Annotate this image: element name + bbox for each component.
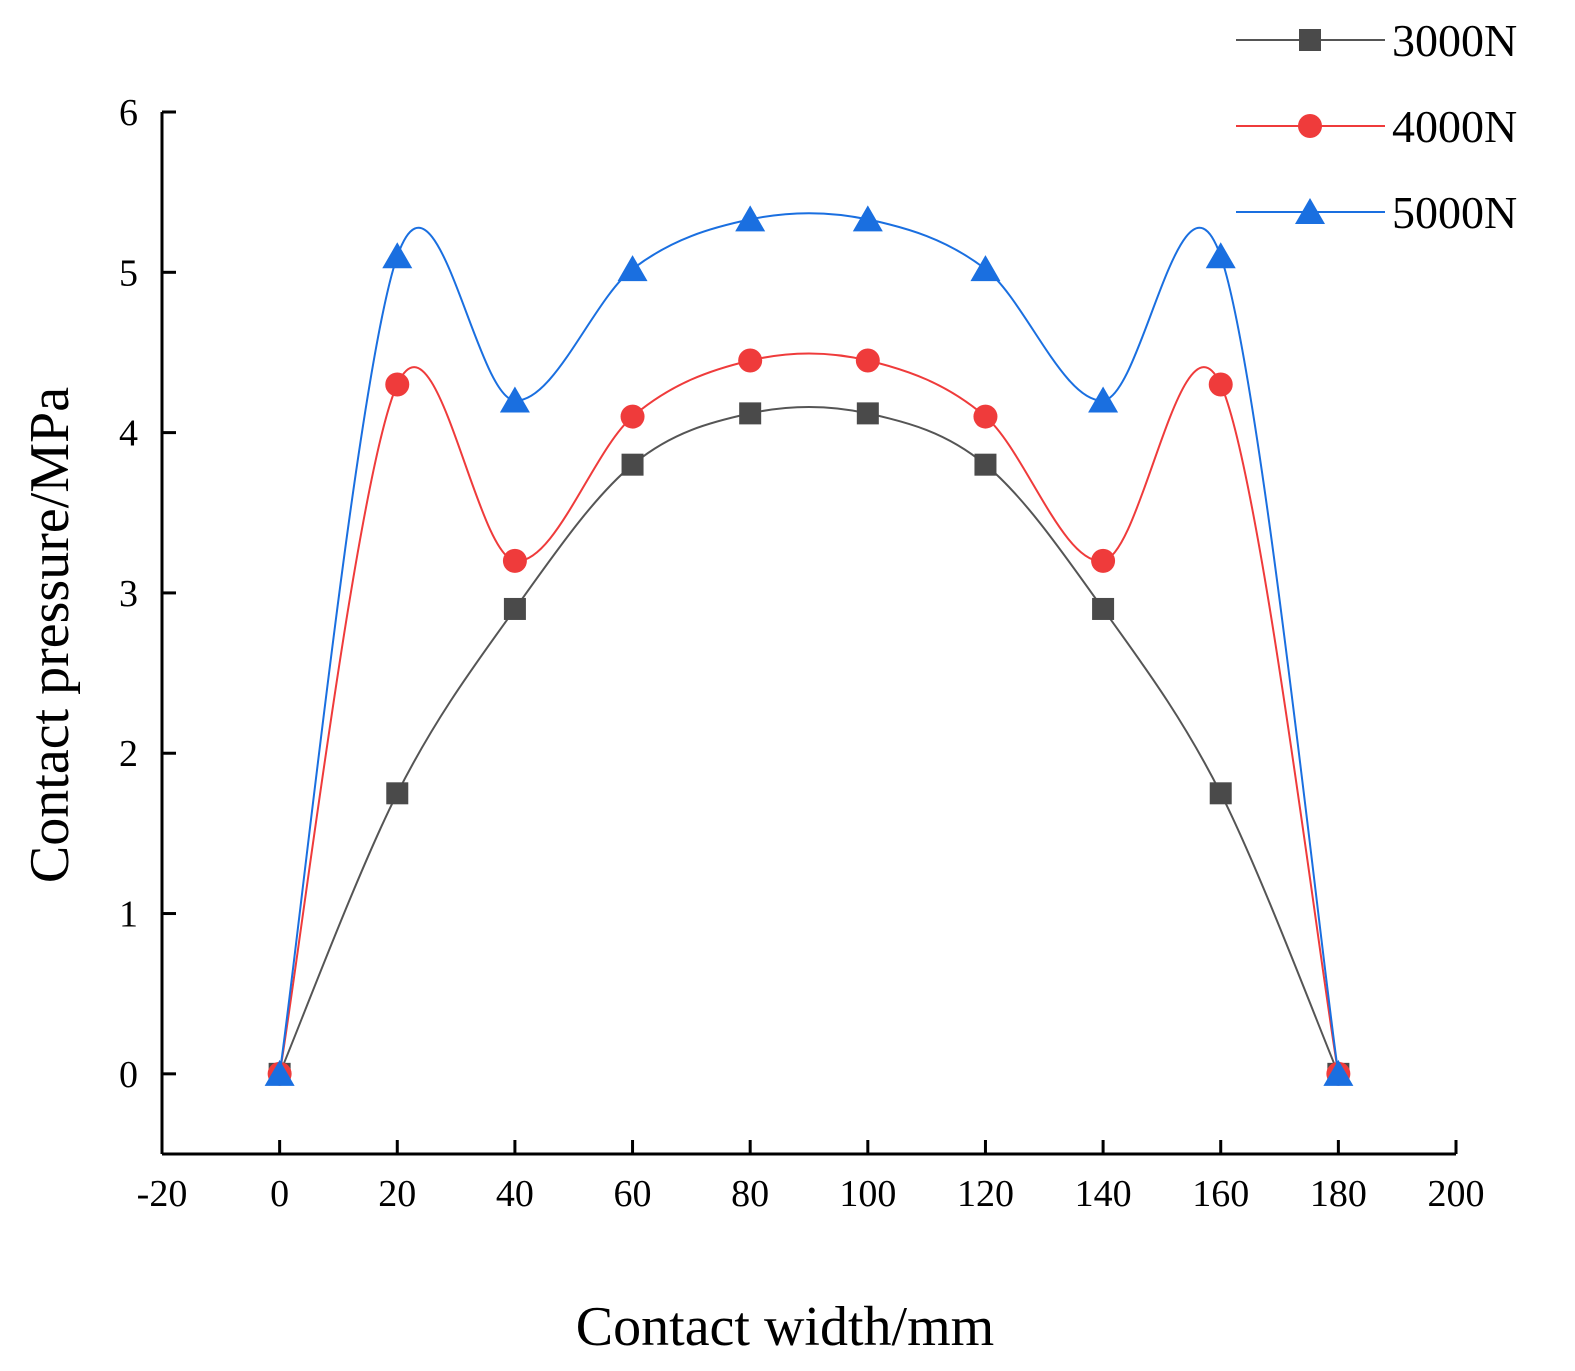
y-tick-label: 6 xyxy=(119,92,138,134)
x-tick-label: 160 xyxy=(1192,1173,1249,1215)
data-point-5000n xyxy=(1088,386,1119,413)
data-point-5000n xyxy=(264,1059,295,1086)
data-point-4000n xyxy=(738,348,763,373)
data-point-3000n xyxy=(974,453,997,476)
data-point-5000n xyxy=(1323,1059,1354,1086)
data-point-5000n xyxy=(499,386,530,413)
data-point-3000n xyxy=(1209,782,1232,805)
data-point-4000n xyxy=(855,348,880,373)
legend-label-5000n: 5000N xyxy=(1392,187,1517,238)
legend: 3000N 4000N 5000N xyxy=(1236,15,1517,238)
series-line-3000n xyxy=(278,406,1340,1075)
data-point-5000n xyxy=(735,205,766,232)
data-point-5000n xyxy=(970,255,1001,282)
x-axis-title: Contact width/mm xyxy=(576,1296,994,1358)
x-tick-label: 40 xyxy=(496,1173,534,1215)
y-tick-label: 2 xyxy=(119,733,138,775)
data-point-5000n xyxy=(382,242,413,269)
x-tick-label: 80 xyxy=(731,1173,769,1215)
data-point-3000n xyxy=(621,453,644,476)
legend-marker-3000n xyxy=(1299,29,1321,51)
data-point-5000n xyxy=(852,205,883,232)
plot-area xyxy=(264,205,1354,1086)
y-tick-label: 3 xyxy=(119,573,138,615)
x-tick-label: 0 xyxy=(270,1173,289,1215)
legend-marker-4000n xyxy=(1298,114,1322,138)
y-tick-label: 0 xyxy=(119,1054,138,1096)
x-tick-label: 20 xyxy=(378,1173,416,1215)
legend-label-3000n: 3000N xyxy=(1392,15,1517,66)
legend-marker-5000n xyxy=(1295,198,1325,224)
data-point-5000n xyxy=(617,255,648,282)
y-tick-label: 1 xyxy=(119,894,138,936)
x-tick-label: 100 xyxy=(839,1173,896,1215)
legend-label-4000n: 4000N xyxy=(1392,101,1517,152)
data-point-3000n xyxy=(739,402,762,425)
axes: -20 0 20 40 60 80 100 120 140 160 180 200 0 1 2 3 4 5 6 xyxy=(119,92,1485,1215)
data-point-4000n xyxy=(502,548,527,573)
data-point-3000n xyxy=(856,402,879,425)
y-tick-label: 4 xyxy=(119,413,138,455)
data-point-3000n xyxy=(503,597,526,620)
x-tick-label: 200 xyxy=(1428,1173,1485,1215)
series-line-5000n xyxy=(278,212,1340,1074)
data-point-3000n xyxy=(1092,597,1115,620)
x-tick-label: -20 xyxy=(137,1173,188,1215)
x-tick-label: 140 xyxy=(1075,1173,1132,1215)
data-point-4000n xyxy=(620,404,645,429)
y-tick-label: 5 xyxy=(119,252,138,294)
data-point-4000n xyxy=(1091,548,1116,573)
series-line-4000n xyxy=(278,352,1340,1075)
x-tick-label: 60 xyxy=(614,1173,652,1215)
data-point-4000n xyxy=(385,372,410,397)
data-point-4000n xyxy=(1208,372,1233,397)
x-tick-label: 120 xyxy=(957,1173,1014,1215)
y-axis-title: Contact pressure/MPa xyxy=(19,387,81,883)
data-point-5000n xyxy=(1205,242,1236,269)
data-point-3000n xyxy=(386,782,409,805)
data-point-4000n xyxy=(973,404,998,429)
x-tick-label: 180 xyxy=(1310,1173,1367,1215)
